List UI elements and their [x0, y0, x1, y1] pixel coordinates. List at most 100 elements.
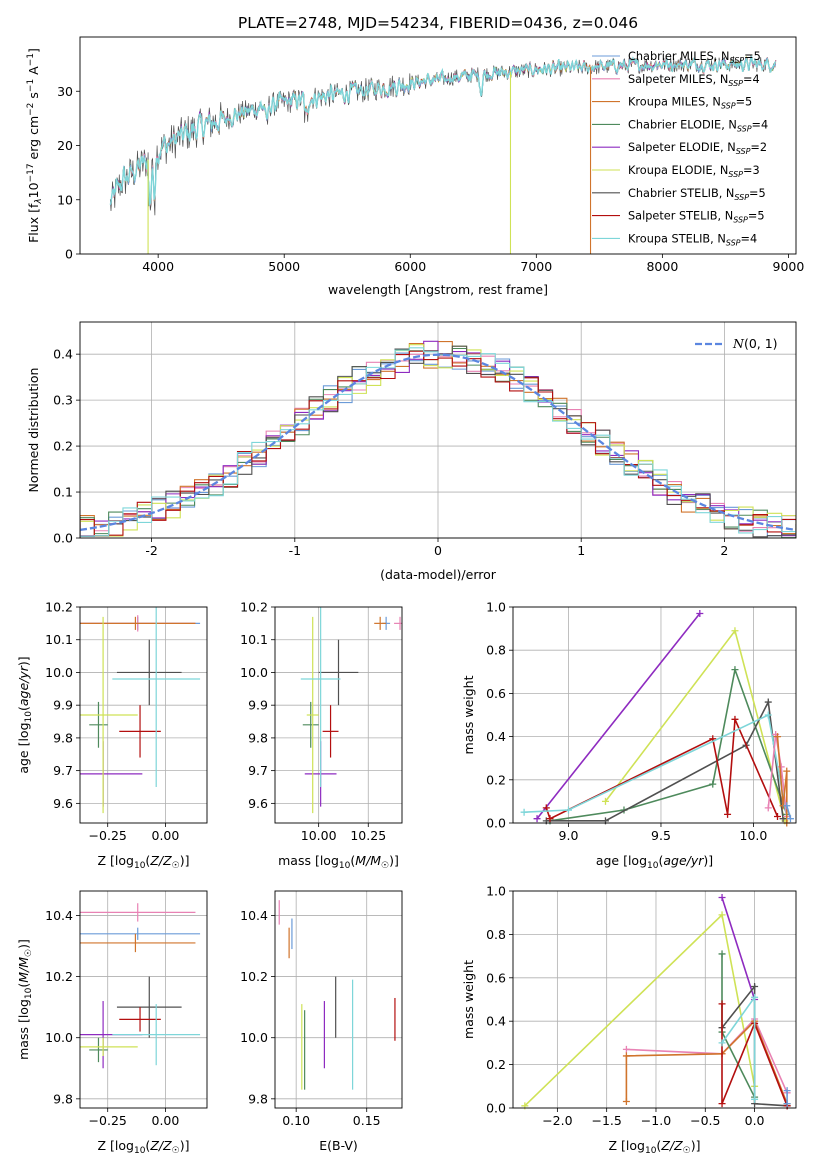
mass_vs_z-xlabel: Z [log10(Z/Z☉)] [98, 1138, 190, 1156]
label-part: ☉ [172, 1146, 180, 1156]
y-tick-label: 10.2 [240, 969, 268, 984]
x-tick-label: −0.5 [690, 1113, 720, 1128]
mass_vs_ebv-xlabel: E(B-V) [319, 1138, 358, 1153]
y-tick-label: 30 [57, 84, 73, 99]
ylabel-part: Flux [f [26, 203, 41, 243]
residuals-xlabel: (data-model)/error [380, 567, 497, 582]
weight-marker-salpeter_stelib [542, 804, 550, 812]
label-part: Z [log [98, 1138, 134, 1153]
y-tick-label: 0.6 [486, 970, 506, 985]
residuals-ylabel: Normed distribution [26, 368, 41, 493]
legend-suffix: =4 [743, 73, 760, 86]
x-tick-label: 0.00 [152, 1113, 180, 1128]
legend-suffix: =5 [749, 187, 766, 200]
ylabel-part: erg cm [26, 116, 41, 164]
y-tick-label: 0.4 [486, 729, 506, 744]
weight-line-kroupa_elodie [604, 629, 786, 822]
label-part: )] [180, 1138, 190, 1153]
legend-text: Salpeter STELIB, N [628, 210, 733, 223]
x-tick-label: 9.0 [559, 828, 579, 843]
y-tick-label: 0.0 [486, 1101, 506, 1116]
y-tick-label: 10.2 [45, 600, 73, 615]
legend-sub: SSP [729, 56, 744, 65]
y-tick-label: 10.1 [240, 632, 268, 647]
legend-label-kroupa_miles: Kroupa MILES, NSSP=5 [628, 96, 752, 111]
weight-marker-chabrier_elodie [731, 666, 739, 674]
x-tick-label: 9000 [773, 259, 805, 274]
legend-sub: SSP [737, 124, 752, 133]
weight-marker-salpeter_elodie [718, 894, 726, 902]
weight-marker-chabrier_miles [783, 802, 791, 810]
label-part: )] [691, 1138, 701, 1153]
y-tick-label: 10 [57, 192, 73, 207]
label-part: ( [656, 1138, 661, 1153]
x-tick-label: 10.00 [301, 828, 337, 843]
label-part: E(B-V) [319, 1138, 358, 1153]
label-part: Z [log [609, 1138, 645, 1153]
y-tick-label: 9.9 [53, 698, 73, 713]
normal-legend-label: N(0, 1) [732, 336, 778, 351]
legend-text: Chabrier STELIB, N [628, 187, 734, 200]
y-tick-label: 0.8 [486, 643, 506, 658]
weight-marker-salpeter_miles [777, 763, 785, 771]
x-tick-label: 0.00 [152, 828, 180, 843]
label-part: age [log [596, 853, 647, 868]
weight_vs_z-xlabel: Z [log10(Z/Z☉)] [609, 1138, 701, 1156]
label-part: )] [180, 853, 190, 868]
ylabel-part: ] [26, 48, 41, 53]
axes-frame [79, 606, 208, 824]
x-tick-label: 5000 [268, 259, 300, 274]
label-part: ( [145, 1138, 150, 1153]
label-part: 10 [134, 1146, 146, 1156]
label-part: ( [16, 706, 31, 711]
weight-marker-salpeter_stelib [718, 1100, 726, 1108]
weight-marker-kroupa_stelib [764, 711, 772, 719]
x-tick-label: -1 [289, 543, 301, 558]
label-part: 10 [645, 1146, 657, 1156]
label-part: ( [145, 853, 150, 868]
x-tick-label: −1.0 [641, 1113, 671, 1128]
y-tick-label: 9.8 [53, 730, 73, 745]
weight-line-kroupa_elodie [524, 913, 756, 1107]
label-part: ☉ [683, 1146, 691, 1156]
weight-marker-chabrier_miles [783, 1087, 791, 1095]
y-tick-label: 1.0 [486, 884, 506, 899]
x-tick-label: 7000 [520, 259, 552, 274]
label-part: M/M [16, 957, 31, 983]
axes-frame [274, 890, 403, 1109]
legend-n: N [732, 336, 745, 351]
weight-marker-salpeter_miles [622, 1045, 630, 1053]
y-tick-label: 0.4 [53, 347, 73, 362]
label-part: ( [16, 983, 31, 988]
label-part: age [log [16, 722, 31, 773]
age_vs_z-ylabel: age [log10(age/yr)] [16, 656, 34, 773]
legend-args: (0, 1) [744, 336, 778, 351]
label-part: mass [log [278, 853, 339, 868]
legend-sub: SSP [728, 79, 743, 88]
y-tick-label: 9.8 [248, 1091, 268, 1106]
spectrum-ylabel: Flux [fλ10−17 erg cm−2 s−1 A−1] [26, 48, 44, 243]
weight-marker-salpeter_stelib [546, 815, 554, 823]
legend-sub: SSP [728, 170, 743, 179]
y-tick-label: 10.0 [45, 665, 73, 680]
legend-sub: SSP [734, 193, 749, 202]
label-part: 10 [24, 711, 34, 723]
legend-text: Chabrier MILES, N [628, 50, 729, 63]
y-tick-label: 10.2 [240, 600, 268, 615]
legend-label-kroupa_elodie: Kroupa ELODIE, NSSP=3 [628, 164, 760, 179]
weight-marker-salpeter_stelib [774, 813, 782, 821]
y-tick-label: 9.8 [248, 730, 268, 745]
legend-suffix: =5 [744, 50, 761, 63]
ylabel-part: −1 [26, 79, 36, 92]
x-tick-label: 0.0 [745, 1113, 765, 1128]
y-tick-label: 0.8 [486, 927, 506, 942]
y-tick-label: 0.0 [486, 816, 506, 831]
y-tick-label: 0.2 [486, 772, 506, 787]
weight-line-kroupa_stelib [524, 713, 788, 817]
age_vs_z-axes: −0.25 0.00 9.6 9.7 9.8 9.9 10.0 10.1 10.2 [45, 600, 207, 843]
weight-marker-chabrier_stelib [764, 698, 772, 706]
axes-frame [512, 606, 797, 824]
axes-frame [79, 890, 208, 1109]
